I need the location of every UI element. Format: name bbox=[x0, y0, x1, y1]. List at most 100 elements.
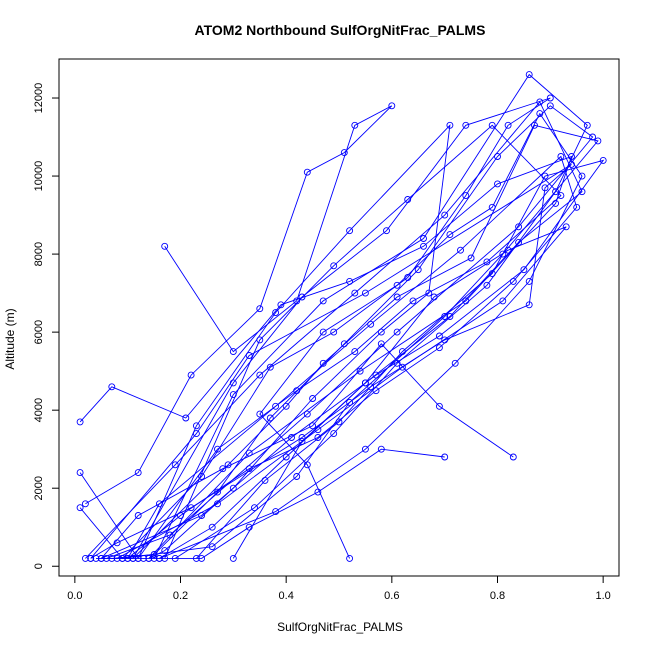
data-point bbox=[76, 469, 84, 477]
data-point bbox=[409, 297, 417, 305]
y-axis: 0 2000 4000 6000 8000 10000 12000 bbox=[33, 83, 59, 569]
data-point bbox=[420, 235, 427, 242]
data-point bbox=[309, 395, 317, 402]
series-line-11 bbox=[79, 124, 562, 560]
data-point bbox=[319, 328, 327, 336]
series-line-1 bbox=[90, 164, 572, 559]
data-point bbox=[129, 554, 137, 562]
x-tick-label: 1.0 bbox=[596, 590, 611, 602]
data-point bbox=[377, 328, 385, 336]
data-point bbox=[113, 539, 121, 547]
data-point bbox=[134, 512, 142, 519]
data-point bbox=[377, 340, 385, 348]
plot-lines bbox=[79, 73, 605, 560]
data-point bbox=[245, 352, 253, 359]
data-point bbox=[393, 328, 401, 336]
data-point bbox=[256, 410, 264, 418]
data-point bbox=[224, 461, 232, 469]
data-point bbox=[546, 102, 554, 110]
data-point bbox=[113, 554, 121, 562]
data-point bbox=[229, 348, 237, 356]
data-point bbox=[367, 320, 375, 328]
y-tick-label: 6000 bbox=[33, 320, 45, 344]
data-point bbox=[546, 94, 554, 102]
data-point bbox=[229, 379, 237, 387]
series-line-6 bbox=[85, 101, 583, 559]
data-point bbox=[515, 238, 523, 246]
data-point bbox=[441, 336, 449, 344]
data-point bbox=[303, 410, 311, 418]
data-point bbox=[272, 508, 280, 516]
data-point bbox=[430, 293, 438, 301]
data-point bbox=[198, 554, 206, 562]
data-point bbox=[245, 449, 253, 457]
data-point bbox=[509, 453, 517, 461]
data-point bbox=[76, 504, 84, 512]
data-point bbox=[578, 188, 586, 196]
data-point bbox=[578, 172, 586, 180]
data-point bbox=[346, 554, 354, 562]
series-line-5 bbox=[137, 123, 451, 559]
data-point bbox=[351, 289, 359, 297]
data-point bbox=[187, 504, 195, 512]
data-point bbox=[509, 277, 517, 285]
data-point bbox=[451, 359, 459, 367]
data-point bbox=[81, 554, 89, 562]
data-point bbox=[319, 359, 327, 367]
data-point bbox=[134, 554, 142, 562]
series-line-3 bbox=[106, 105, 594, 559]
data-point bbox=[155, 500, 163, 508]
data-point bbox=[103, 554, 110, 562]
data-point bbox=[435, 332, 443, 340]
data-point bbox=[457, 246, 464, 254]
y-tick-label: 2000 bbox=[33, 476, 45, 500]
y-axis-label: Altitude (m) bbox=[3, 308, 17, 369]
data-point bbox=[525, 277, 533, 285]
data-point bbox=[229, 484, 237, 492]
data-point bbox=[298, 293, 306, 301]
data-point bbox=[97, 554, 105, 562]
data-point bbox=[441, 453, 449, 461]
data-point bbox=[562, 223, 570, 231]
series-line-7 bbox=[153, 73, 588, 559]
data-point bbox=[446, 121, 454, 129]
data-point bbox=[467, 254, 475, 262]
data-point bbox=[330, 430, 338, 438]
x-axis: 0.0 0.2 0.4 0.6 0.8 1.0 bbox=[67, 576, 611, 602]
data-point bbox=[314, 426, 322, 434]
data-point bbox=[272, 309, 280, 317]
data-point bbox=[150, 551, 158, 558]
data-point bbox=[303, 461, 311, 469]
data-point bbox=[541, 184, 549, 192]
data-point bbox=[425, 289, 433, 297]
data-point bbox=[171, 554, 179, 562]
data-point bbox=[568, 160, 575, 168]
data-point bbox=[256, 305, 264, 313]
data-point bbox=[309, 422, 317, 430]
data-point bbox=[134, 469, 142, 477]
data-point bbox=[266, 363, 274, 371]
series-line-15 bbox=[100, 343, 514, 559]
data-point bbox=[488, 270, 496, 278]
data-point bbox=[414, 266, 422, 274]
plot-points bbox=[76, 71, 607, 562]
data-point bbox=[351, 348, 359, 356]
data-point bbox=[552, 188, 560, 196]
data-point bbox=[599, 156, 607, 164]
data-point bbox=[356, 367, 364, 375]
data-point bbox=[494, 153, 501, 160]
data-point bbox=[404, 274, 412, 281]
series-line-12 bbox=[79, 155, 573, 559]
data-point bbox=[594, 137, 602, 145]
data-point bbox=[282, 453, 290, 461]
data-point bbox=[155, 554, 163, 562]
data-point bbox=[171, 461, 179, 469]
data-point bbox=[499, 250, 507, 258]
data-point bbox=[198, 473, 206, 480]
data-point bbox=[340, 149, 348, 157]
data-point bbox=[388, 102, 396, 110]
data-point bbox=[108, 554, 116, 562]
y-tick-label: 12000 bbox=[33, 83, 45, 114]
data-point bbox=[161, 554, 169, 562]
